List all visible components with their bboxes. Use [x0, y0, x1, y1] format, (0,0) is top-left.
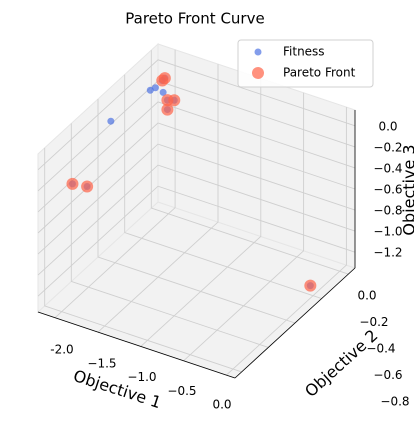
- z-tick-label: −0.6: [373, 183, 402, 197]
- z-tick-label: −0.8: [373, 204, 402, 218]
- x-tick-label: 0.0: [212, 398, 231, 412]
- z-tick-label: −1.2: [373, 246, 402, 260]
- x-grid-line: [140, 78, 262, 347]
- y-tick-label: −0.2: [359, 315, 388, 329]
- y-tick-label: 0.0: [357, 289, 376, 303]
- point: [151, 84, 159, 92]
- legend-marker: [252, 67, 264, 79]
- z-tick-label: 0.0: [378, 120, 397, 134]
- point: [304, 279, 317, 292]
- z-tick-label: −0.4: [373, 162, 402, 176]
- chart-title: Pareto Front Curve: [125, 10, 264, 28]
- legend-label: Fitness: [283, 45, 325, 59]
- y-grid-line: [70, 123, 269, 348]
- x-axis-line: [37, 311, 236, 379]
- z-grid-line: [37, 101, 356, 213]
- point: [161, 103, 174, 116]
- y-grid-line: [150, 50, 349, 275]
- y-grid-line: [44, 147, 242, 373]
- ticks: -2.0 −1.5 −1.0 −0.5 0.0 0.0 −0.2 −0.4 −0.6 −0.8 0.…: [50, 120, 409, 412]
- x-grid-line: [97, 64, 219, 333]
- legend-marker: [254, 48, 262, 56]
- legend-label: Pareto Front: [283, 66, 356, 80]
- point: [81, 180, 94, 193]
- z-grid-line: [37, 122, 356, 234]
- x-grid-line: [183, 92, 305, 362]
- legend: Fitness Pareto Front: [237, 39, 374, 88]
- z-axis-label: Objective 3: [400, 144, 414, 235]
- grid: [37, 49, 356, 376]
- y-grid-line: [124, 74, 322, 300]
- z-grid-line: [37, 59, 356, 171]
- point: [161, 94, 174, 107]
- z-tick-label: −1.0: [373, 225, 402, 239]
- x-tick-label: −1.5: [87, 356, 116, 370]
- y-axis-line: [234, 267, 356, 379]
- x-tick-label: -2.0: [50, 343, 73, 357]
- z-grid-line: [37, 164, 356, 276]
- y-axis-label: Objective 2: [301, 326, 381, 401]
- x-grid-line: [226, 107, 347, 376]
- legend-box: [237, 39, 374, 88]
- y-grid-line: [97, 99, 296, 324]
- z-grid-line: [37, 143, 356, 255]
- axes: [37, 110, 356, 379]
- y-tick-label: −0.6: [373, 368, 402, 382]
- point: [66, 177, 79, 190]
- y-tick-label: −0.4: [366, 342, 395, 356]
- marks: [66, 72, 317, 292]
- y-tick-label: −0.8: [380, 395, 409, 409]
- point: [107, 117, 115, 125]
- x-tick-label: −1.0: [127, 370, 156, 384]
- z-grid-line: [37, 185, 356, 297]
- x-tick-label: −0.5: [167, 384, 196, 398]
- z-tick-label: −0.2: [373, 141, 402, 155]
- point: [158, 72, 171, 85]
- point: [159, 88, 167, 96]
